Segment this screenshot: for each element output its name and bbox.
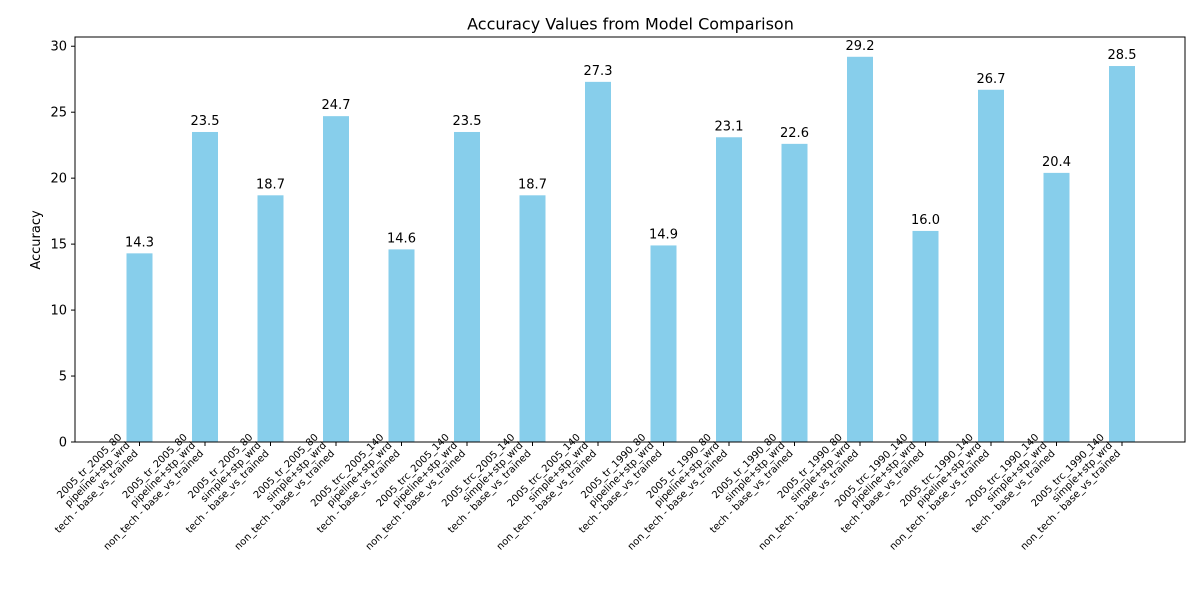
chart-title: Accuracy Values from Model Comparison	[467, 15, 794, 34]
bar	[978, 89, 1004, 442]
bar	[192, 131, 218, 443]
bar-value-label: 22.6	[780, 126, 809, 141]
bar-value-label: 16.0	[911, 213, 940, 228]
bar-value-label: 26.7	[977, 72, 1006, 87]
y-tick-label: 0	[59, 436, 67, 451]
bar	[1043, 172, 1070, 442]
bar	[519, 195, 546, 442]
y-tick-label: 15	[50, 238, 67, 253]
bar	[454, 131, 480, 443]
bar-value-label: 18.7	[518, 177, 547, 192]
y-tick-label: 10	[50, 304, 67, 319]
y-tick-label: 30	[50, 40, 67, 55]
bar-value-label: 23.5	[453, 114, 482, 129]
bar-value-label: 20.4	[1042, 155, 1071, 170]
bar	[257, 195, 284, 442]
bar	[323, 116, 349, 443]
data-labels-group: 14.3 23.5 18.7 24.7 14.6 23.5 18.7 27.3 14.9 23.1…	[125, 39, 1136, 251]
bar	[126, 253, 153, 442]
bar-value-label: 28.5	[1108, 48, 1137, 63]
y-axis-label: Accuracy	[29, 210, 44, 270]
x-tick-label: 2005_tr_2005_80pipeline+stp_wrdtech - ba…	[37, 432, 141, 536]
bar	[781, 143, 808, 442]
bar	[912, 230, 939, 442]
y-tick-label: 20	[50, 172, 67, 187]
x-axis: 2005_tr_2005_80pipeline+stp_wrdtech - ba…	[37, 432, 1123, 553]
y-tick-label: 25	[50, 106, 67, 121]
bar-value-label: 29.2	[846, 39, 875, 54]
y-axis: 0 5 10 15 20 25 30	[50, 40, 75, 451]
bar	[650, 245, 677, 442]
bars-group	[126, 56, 1135, 443]
bar-value-label: 24.7	[322, 98, 351, 113]
bar	[585, 81, 611, 442]
y-tick-label: 5	[59, 370, 67, 385]
bar	[1109, 66, 1135, 443]
plot-frame	[74, 36, 1186, 443]
bar-value-label: 23.1	[715, 119, 744, 134]
bar	[716, 137, 742, 442]
bar-value-label: 14.6	[387, 231, 416, 246]
bar-value-label: 14.9	[649, 227, 678, 242]
bar-value-label: 23.5	[191, 114, 220, 129]
bar-value-label: 18.7	[256, 177, 285, 192]
bar-value-label: 27.3	[584, 64, 613, 79]
bar-value-label: 14.3	[125, 235, 154, 250]
bar	[388, 249, 415, 442]
bar	[847, 56, 873, 443]
